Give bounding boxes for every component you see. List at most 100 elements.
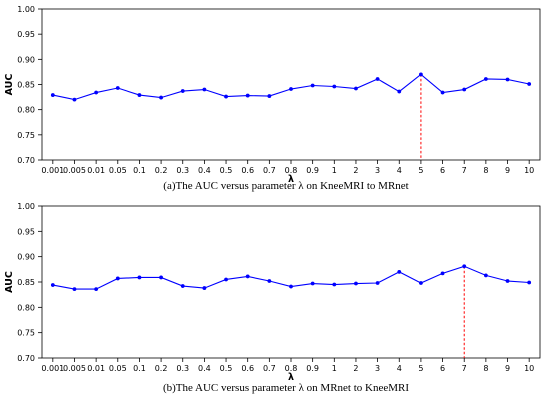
data-point	[332, 84, 337, 89]
data-point	[180, 284, 185, 288]
x-tick-label: 0.8	[285, 364, 298, 373]
x-tick-label: 0.05	[109, 364, 127, 373]
x-tick-label: 7	[462, 364, 467, 373]
x-tick-label: 0.6	[241, 166, 254, 175]
x-tick-label: 5	[418, 166, 423, 175]
y-tick-label: 1.00	[17, 5, 35, 14]
x-tick-label: 10	[524, 364, 534, 373]
x-tick-label: 0.05	[109, 166, 127, 175]
figure-caption: (b)The AUC versus parameter λ on MRnet t…	[163, 382, 409, 394]
y-tick-label: 0.95	[17, 30, 35, 39]
y-tick-label: 0.80	[17, 106, 35, 115]
data-point	[310, 83, 315, 88]
x-tick-label: 0.005	[63, 364, 86, 373]
x-tick-label: 3	[375, 364, 380, 373]
y-axis-title: AUC	[4, 271, 15, 293]
x-tick-label: 10	[524, 166, 534, 175]
x-tick-label: 4	[397, 166, 402, 175]
data-point	[332, 282, 337, 287]
x-axis-title: λ	[288, 174, 294, 185]
data-point	[505, 279, 510, 283]
x-tick-label: 0.5	[220, 166, 233, 175]
x-tick-label: 0.8	[285, 166, 298, 175]
x-tick-label: 1	[332, 166, 337, 175]
x-tick-label: 0.01	[87, 364, 105, 373]
x-tick-label: 7	[462, 166, 467, 175]
data-point	[202, 286, 207, 290]
data-point	[202, 87, 207, 92]
x-tick-label: 1	[332, 364, 337, 373]
figure-caption: (a)The AUC versus parameter λ on KneeMRI…	[163, 180, 408, 192]
y-tick-label: 0.75	[17, 329, 35, 338]
y-tick-label: 0.75	[17, 131, 35, 140]
data-point	[397, 269, 402, 274]
x-tick-label: 0.5	[220, 364, 233, 373]
x-tick-label: 0.4	[198, 364, 211, 373]
x-tick-label: 6	[440, 166, 445, 175]
x-tick-label: 2	[353, 166, 358, 175]
data-point	[72, 97, 77, 102]
data-point	[440, 271, 445, 276]
plot-frame	[41, 8, 541, 161]
x-tick-label: 0.3	[176, 364, 189, 373]
x-tick-label: 0.2	[155, 364, 168, 373]
data-point	[310, 281, 315, 286]
x-tick-label: 0.9	[306, 166, 319, 175]
x-tick-label: 9	[505, 364, 510, 373]
x-tick-label: 0.001	[41, 166, 64, 175]
data-point	[137, 275, 142, 280]
x-tick-label: 0.7	[263, 364, 276, 373]
data-point	[354, 281, 358, 286]
x-tick-label: 6	[440, 364, 445, 373]
x-tick-label: 3	[375, 166, 380, 175]
x-tick-label: 2	[353, 364, 358, 373]
data-point	[245, 274, 250, 279]
data-point	[483, 273, 488, 278]
x-tick-label: 0.01	[87, 166, 105, 175]
data-point	[483, 77, 488, 81]
data-point	[115, 86, 120, 90]
data-point	[72, 287, 77, 291]
x-tick-label: 8	[483, 166, 488, 175]
x-axis-title: λ	[288, 372, 294, 383]
data-point	[245, 93, 250, 98]
x-tick-label: 0.3	[176, 166, 189, 175]
data-point	[419, 72, 423, 77]
data-point	[375, 77, 380, 81]
x-tick-label: 0.4	[198, 166, 211, 175]
data-point	[289, 87, 293, 91]
data-point	[375, 281, 380, 285]
x-tick-label: 0.1	[133, 364, 146, 373]
x-tick-label: 0.7	[263, 166, 276, 175]
data-point	[462, 87, 467, 92]
x-tick-label: 0.1	[133, 166, 146, 175]
x-tick-label: 0.005	[63, 166, 86, 175]
data-point	[462, 264, 467, 269]
data-point	[397, 89, 402, 94]
x-tick-label: 9	[505, 166, 510, 175]
y-axis-title: AUC	[4, 74, 15, 96]
y-tick-label: 1.00	[17, 202, 35, 211]
data-point	[159, 95, 163, 100]
x-tick-label: 8	[483, 364, 488, 373]
x-tick-label: 4	[397, 364, 402, 373]
x-tick-label: 0.6	[241, 364, 254, 373]
data-point	[505, 77, 510, 82]
data-point	[137, 93, 142, 97]
data-point	[419, 281, 423, 285]
y-tick-label: 0.90	[17, 55, 35, 64]
data-point	[527, 82, 532, 86]
x-tick-label: 0.001	[41, 364, 64, 373]
data-point	[224, 277, 228, 282]
data-point	[267, 94, 272, 98]
data-point	[289, 284, 293, 289]
y-tick-label: 0.90	[17, 253, 35, 262]
y-tick-label: 0.70	[17, 354, 35, 363]
y-tick-label: 0.85	[17, 81, 35, 90]
data-point	[50, 283, 55, 287]
data-point	[159, 275, 163, 280]
series-line	[52, 73, 530, 101]
